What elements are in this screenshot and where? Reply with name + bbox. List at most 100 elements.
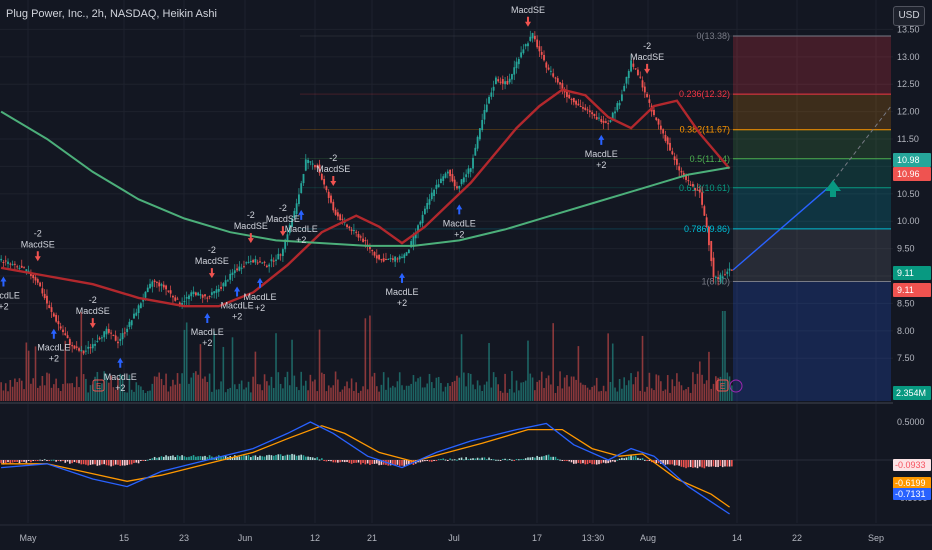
volume-bar (34, 346, 37, 401)
candle-body (341, 218, 344, 220)
short-arrow-icon (89, 318, 96, 329)
volume-bar (369, 315, 371, 401)
candle-body (27, 270, 30, 272)
candle-body (497, 79, 500, 82)
volume-bar (220, 381, 222, 401)
candle-body (316, 165, 319, 168)
time-tick-label: Aug (640, 533, 656, 543)
price-label-tag (893, 283, 931, 297)
volume-bar (261, 390, 264, 401)
histogram-bar (34, 460, 37, 461)
histogram-bar (57, 460, 60, 461)
volume-bar (18, 378, 21, 401)
volume-bar (332, 385, 335, 401)
signal-label: MacdLE (285, 224, 318, 234)
histogram-bar (247, 455, 250, 460)
histogram-bar (119, 460, 122, 466)
volume-bar (69, 383, 71, 401)
volume-bar (632, 384, 635, 401)
volume-bar (80, 312, 83, 401)
histogram-bar (586, 460, 589, 465)
volume-bar (121, 374, 124, 401)
candle-body (478, 128, 481, 140)
candle-body (527, 43, 529, 47)
volume-bar (575, 379, 577, 401)
histogram-bar (547, 454, 550, 460)
candle-body (268, 264, 271, 267)
histogram-bar (314, 458, 316, 460)
volume-bar (657, 375, 660, 401)
histogram-bar (696, 460, 699, 469)
histogram-bar (87, 460, 89, 466)
histogram-bar (621, 457, 623, 460)
signal-label: MacdSE (630, 52, 664, 62)
histogram-bar (146, 459, 149, 461)
histogram-bar (724, 460, 726, 467)
volume-bar (582, 384, 584, 401)
candle-body (307, 159, 310, 164)
histogram-bar (634, 455, 637, 460)
histogram-bar (531, 456, 534, 460)
candle-body (554, 77, 557, 79)
candle-body (657, 119, 660, 125)
candle-body (0, 258, 3, 261)
candle-body (293, 210, 296, 219)
volume-bar (311, 381, 314, 401)
candle-body (403, 254, 406, 259)
time-tick-label: Jun (238, 533, 253, 543)
volume-bar (302, 385, 305, 401)
candle-body (662, 129, 665, 134)
histogram-bar (419, 460, 422, 463)
volume-bar (644, 391, 646, 401)
oscillator-label-text: -0.7131 (895, 489, 926, 499)
candle-body (57, 321, 60, 325)
candle-body (123, 332, 126, 334)
volume-bar (362, 386, 364, 401)
price-tick-label: 13.00 (897, 52, 920, 62)
fib-zone (733, 158, 891, 188)
fib-level-label: 0.618(10.61) (679, 183, 730, 193)
candle-body (64, 333, 67, 336)
candle-body (673, 156, 676, 161)
histogram-bar (23, 460, 25, 462)
candle-body (272, 260, 275, 262)
volume-bar (48, 373, 51, 401)
volume-bar (646, 386, 648, 401)
long-arrow-icon (204, 313, 211, 324)
histogram-bar (266, 455, 268, 460)
histogram-bar (91, 460, 94, 465)
histogram-bar (712, 460, 715, 467)
volume-bar (158, 372, 161, 401)
histogram-bar (467, 458, 470, 460)
volume-bar (499, 390, 502, 401)
currency-button[interactable]: USD (893, 6, 925, 26)
histogram-bar (346, 460, 348, 462)
histogram-bar (566, 460, 568, 461)
histogram-bar (666, 460, 669, 465)
histogram-bar (85, 460, 87, 465)
volume-bar (227, 388, 229, 401)
histogram-bar (657, 460, 660, 464)
histogram-bar (715, 460, 717, 467)
volume-bar (682, 390, 685, 401)
signal-label: MacdLE (243, 292, 276, 302)
histogram-bar (96, 460, 99, 466)
candle-body (538, 46, 541, 52)
candle-body (263, 261, 266, 263)
candle-body (375, 255, 378, 259)
volume-bar (479, 385, 481, 401)
volume-bar (586, 387, 589, 401)
volume-bar (160, 378, 163, 401)
histogram-bar (453, 459, 456, 461)
candle-body (618, 102, 621, 106)
volume-bar (108, 382, 110, 401)
oscillator-label-text: -0.6199 (895, 478, 926, 488)
volume-bar (41, 375, 44, 401)
histogram-bar (39, 459, 41, 461)
volume-bar (531, 377, 534, 401)
histogram-bar (43, 459, 46, 461)
volume-bar (543, 387, 545, 401)
volume-bar (609, 381, 612, 401)
volume-bar (165, 373, 167, 401)
